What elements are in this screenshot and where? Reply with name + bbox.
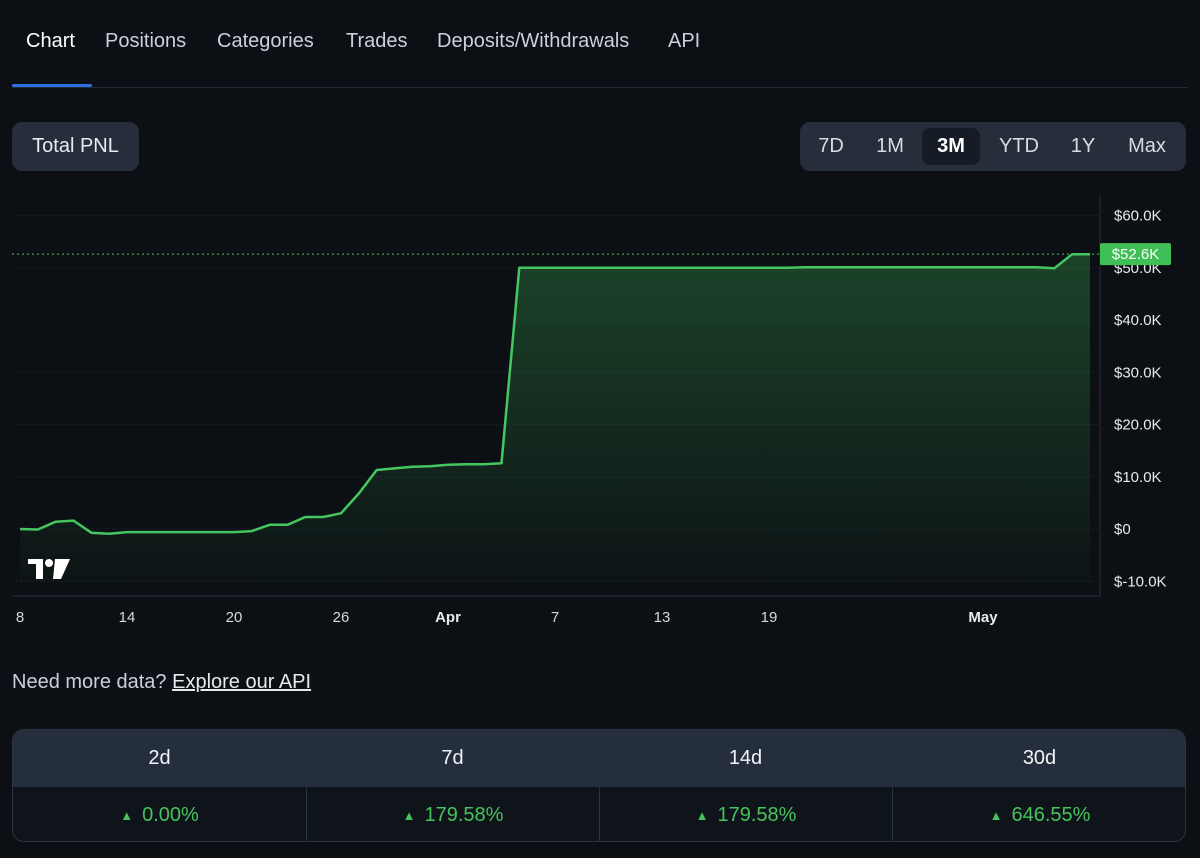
x-tick-label: 26 — [333, 609, 350, 626]
tab-positions[interactable]: Positions — [105, 30, 187, 52]
range-7d-button[interactable]: 7D — [818, 135, 844, 157]
tab-bar: Chart Positions Categories Trades Deposi… — [12, 0, 1188, 88]
x-tick-label: 8 — [16, 609, 24, 626]
change-7d-cell: ▲ 179.58% — [306, 787, 599, 841]
total-pnl-button[interactable]: Total PNL — [12, 122, 139, 171]
y-tick-label: $20.0K — [1114, 417, 1162, 434]
y-tick-label: $30.0K — [1114, 364, 1162, 381]
range-3m-button[interactable]: 3M — [922, 128, 980, 165]
period-2d-header: 2d — [148, 747, 171, 769]
x-tick-label: 7 — [551, 609, 559, 626]
x-tick-label: 13 — [654, 609, 671, 626]
x-tick-label: 20 — [226, 609, 243, 626]
x-tick-label: 19 — [761, 609, 778, 626]
tab-trades[interactable]: Trades — [346, 30, 408, 52]
change-14d-cell: ▲ 179.58% — [599, 787, 892, 841]
range-max-button[interactable]: Max — [1128, 135, 1166, 157]
up-triangle-icon: ▲ — [120, 807, 134, 823]
y-tick-label: $-10.0K — [1114, 573, 1167, 590]
x-tick-label: 14 — [119, 609, 136, 626]
range-ytd-button[interactable]: YTD — [999, 135, 1039, 157]
change-30d-value: 646.55% — [1011, 803, 1091, 826]
period-14d-header: 14d — [728, 747, 763, 769]
tab-deposits-withdrawals[interactable]: Deposits/Withdrawals — [437, 30, 630, 52]
x-tick-label: May — [968, 609, 998, 626]
range-1m-button[interactable]: 1M — [876, 135, 904, 157]
tab-categories[interactable]: Categories — [217, 30, 314, 52]
y-tick-label: $0 — [1114, 521, 1131, 538]
range-selector: 7D 1M 3M YTD 1Y Max — [800, 122, 1186, 171]
tab-api[interactable]: API — [668, 30, 701, 52]
change-30d-cell: ▲ 646.55% — [892, 787, 1185, 841]
chart-axes: $60.0K$50.0K$40.0K$30.0K$20.0K$10.0K$0$-… — [12, 195, 1167, 626]
change-2d-value: 0.00% — [142, 803, 199, 826]
active-tab-indicator — [12, 84, 92, 87]
pnl-series-line — [19, 252, 1090, 535]
period-30d-header: 30d — [1022, 747, 1057, 769]
last-value-label: $52.6K — [1112, 246, 1160, 263]
y-tick-label: $10.0K — [1114, 469, 1162, 486]
tab-chart[interactable]: Chart — [26, 30, 75, 52]
x-tick-label: Apr — [435, 609, 461, 626]
pnl-change-table: 2d 7d 14d 30d ▲ 0.00% ▲ 179.58% ▲ 179.58… — [12, 729, 1186, 842]
api-prompt-text: Need more data? — [12, 671, 167, 693]
change-2d-cell: ▲ 0.00% — [13, 787, 306, 841]
table-header: 2d 7d 14d 30d — [13, 730, 1185, 787]
last-value-badge — [1100, 243, 1171, 266]
up-triangle-icon: ▲ — [989, 807, 1003, 823]
range-1y-button[interactable]: 1Y — [1070, 135, 1096, 157]
change-14d-value: 179.58% — [717, 803, 797, 826]
y-tick-label: $40.0K — [1114, 312, 1162, 329]
y-tick-label: $60.0K — [1114, 208, 1162, 225]
pnl-chart[interactable]: $60.0K$50.0K$40.0K$30.0K$20.0K$10.0K$0$-… — [0, 190, 1200, 640]
tradingview-logo-icon — [28, 559, 70, 579]
table-row: ▲ 0.00% ▲ 179.58% ▲ 179.58% ▲ 646.55% — [13, 787, 1185, 841]
pnl-area-fill — [20, 254, 1090, 582]
up-triangle-icon: ▲ — [402, 807, 416, 823]
api-prompt: Need more data? Explore our API — [12, 671, 311, 694]
explore-api-link[interactable]: Explore our API — [172, 671, 312, 693]
period-7d-header: 7d — [441, 747, 464, 769]
change-7d-value: 179.58% — [424, 803, 504, 826]
up-triangle-icon: ▲ — [695, 807, 709, 823]
